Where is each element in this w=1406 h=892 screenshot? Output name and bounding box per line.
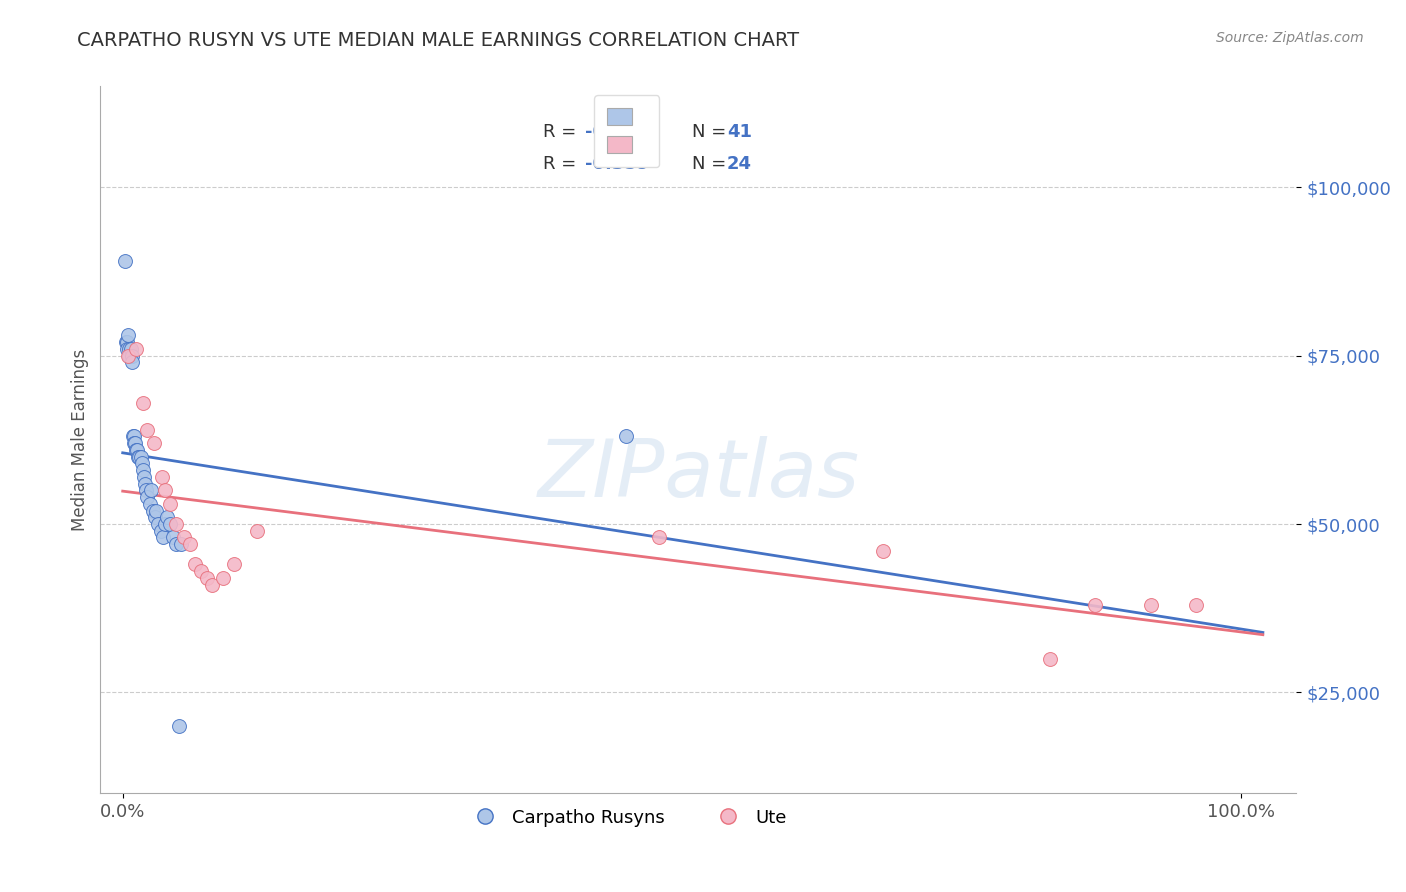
Point [138, 497, 160, 511]
Text: N =: N = [692, 123, 733, 141]
Point [1184, 598, 1206, 612]
Point [872, 544, 894, 558]
Point [115, 335, 138, 350]
Point [121, 429, 143, 443]
Point [118, 342, 141, 356]
Point [614, 429, 637, 443]
Point [115, 342, 138, 356]
Point [117, 349, 139, 363]
Point [159, 497, 181, 511]
Text: Source: ZipAtlas.com: Source: ZipAtlas.com [1216, 31, 1364, 45]
Text: 24: 24 [727, 155, 752, 173]
Point [152, 531, 174, 545]
Point [122, 429, 145, 443]
Point [156, 510, 179, 524]
Point [201, 577, 224, 591]
Point [118, 349, 141, 363]
Text: -0.012: -0.012 [585, 123, 650, 141]
Point [167, 719, 190, 733]
Point [132, 396, 155, 410]
Point [117, 328, 139, 343]
Point [128, 450, 150, 464]
Point [136, 423, 159, 437]
Point [149, 524, 172, 538]
Point [153, 516, 176, 531]
Y-axis label: Median Male Earnings: Median Male Earnings [72, 349, 89, 531]
Point [122, 436, 145, 450]
Text: CARPATHO RUSYN VS UTE MEDIAN MALE EARNINGS CORRELATION CHART: CARPATHO RUSYN VS UTE MEDIAN MALE EARNIN… [77, 31, 800, 50]
Legend: Carpatho Rusyns, Ute: Carpatho Rusyns, Ute [460, 801, 793, 834]
Point [139, 483, 162, 498]
Point [121, 355, 143, 369]
Point [1039, 651, 1062, 665]
Point [135, 483, 157, 498]
Point [184, 558, 207, 572]
Text: ZIPatlas: ZIPatlas [537, 436, 859, 514]
Point [190, 564, 212, 578]
Point [173, 531, 195, 545]
Point [124, 436, 146, 450]
Point [179, 537, 201, 551]
Point [129, 450, 152, 464]
Text: 41: 41 [727, 123, 752, 141]
Point [648, 531, 671, 545]
Point [134, 476, 156, 491]
Point [125, 442, 148, 457]
Point [153, 483, 176, 498]
Point [132, 463, 155, 477]
Point [145, 503, 167, 517]
Point [143, 436, 166, 450]
Point [120, 342, 142, 356]
Point [1084, 598, 1107, 612]
Point [1140, 598, 1163, 612]
Point [162, 531, 184, 545]
Point [125, 342, 148, 356]
Point [212, 571, 235, 585]
Point [224, 558, 246, 572]
Point [131, 457, 153, 471]
Point [136, 490, 159, 504]
Point [143, 510, 166, 524]
Point [159, 516, 181, 531]
Point [115, 335, 138, 350]
Point [142, 503, 165, 517]
Text: R =: R = [543, 123, 582, 141]
Point [148, 516, 170, 531]
Point [246, 524, 269, 538]
Point [114, 254, 136, 268]
Point [127, 442, 149, 457]
Point [150, 470, 173, 484]
Text: N =: N = [692, 155, 733, 173]
Point [170, 537, 193, 551]
Point [132, 470, 155, 484]
Point [165, 516, 187, 531]
Point [127, 450, 149, 464]
Text: R =: R = [543, 155, 582, 173]
Point [121, 349, 143, 363]
Point [165, 537, 187, 551]
Text: -0.359: -0.359 [585, 155, 650, 173]
Point [195, 571, 218, 585]
